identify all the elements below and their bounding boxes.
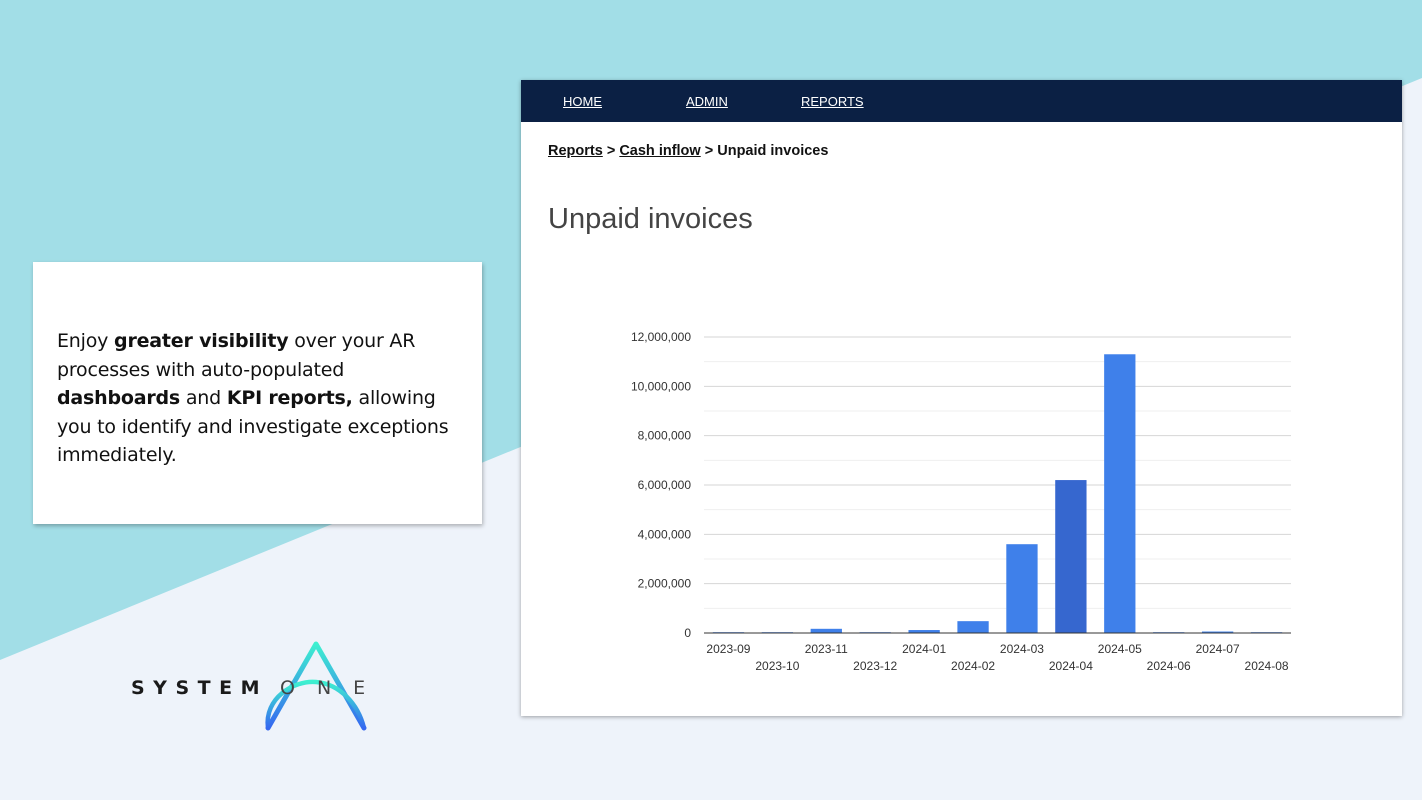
y-tick-label: 2,000,000 [638,577,692,591]
logo-a-mark-icon [265,641,367,731]
bar-2023-11[interactable] [810,628,842,633]
x-tick-label: 2024-08 [1245,659,1289,673]
x-tick-label: 2024-04 [1049,659,1093,673]
nav-reports-link[interactable]: REPORTS [801,94,864,109]
x-tick-label: 2023-12 [853,659,897,673]
breadcrumb: Reports > Cash inflow > Unpaid invoices [548,143,828,159]
promo-card: Enjoy greater visibility over your AR pr… [33,262,482,524]
y-tick-label: 6,000,000 [638,478,692,492]
system-one-logo: SYSTEM ONE [120,632,380,742]
promo-highlight-kpi-reports: KPI reports, [226,387,353,409]
y-tick-label: 4,000,000 [638,527,692,541]
x-tick-label: 2024-01 [902,642,946,656]
promo-text: Enjoy greater visibility over your AR pr… [57,327,462,470]
promo-highlight-dashboards: dashboards [57,387,181,409]
x-tick-label: 2024-07 [1196,642,1240,656]
bar-2024-04[interactable] [1055,480,1087,633]
y-tick-label: 8,000,000 [638,429,692,443]
logo-word-one: ONE [279,677,388,699]
x-tick-label: 2024-06 [1147,659,1191,673]
x-tick-label: 2024-03 [1000,642,1044,656]
promo-text-part: Enjoy [57,330,115,352]
nav-home-link[interactable]: HOME [563,94,602,109]
x-tick-label: 2023-11 [805,642,848,656]
promo-text-part: and [180,387,227,409]
breadcrumb-separator: > [602,143,620,159]
promo-highlight-visibility: greater visibility [114,330,289,352]
breadcrumb-separator: > [700,143,718,159]
y-tick-label: 12,000,000 [631,330,691,344]
bar-2024-07[interactable] [1201,631,1234,633]
top-nav-bar: HOME ADMIN REPORTS [521,80,1402,122]
breadcrumb-reports-link[interactable]: Reports [548,143,603,159]
nav-admin-link[interactable]: ADMIN [686,94,728,109]
bar-2024-05[interactable] [1104,354,1136,633]
x-tick-label: 2023-10 [755,659,799,673]
bar-2024-02[interactable] [957,621,989,633]
y-tick-label: 0 [684,626,691,640]
unpaid-invoices-bar-chart: 0 2,000,000 4,000,000 6,000,000 8,000,000 10,… [631,330,1291,673]
logo-word-system: SYSTEM [131,677,268,699]
y-tick-label: 10,000,000 [631,379,691,393]
bar-2024-01[interactable] [908,630,940,633]
breadcrumb-current: Unpaid invoices [717,143,829,159]
promo-text-part: allowing you to identify and investigate… [57,387,449,466]
breadcrumb-cash-inflow-link[interactable]: Cash inflow [619,143,701,159]
x-tick-label: 2023-09 [706,642,750,656]
bar-2024-03[interactable] [1006,544,1038,633]
promo-text-part: over your AR processes with auto-populat… [57,330,416,381]
app-screenshot-window: HOME ADMIN REPORTS Reports > Cash inflow… [521,80,1402,716]
page-title: Unpaid invoices [548,203,753,235]
logo-wordmark: SYSTEM ONE [131,677,387,699]
x-tick-label: 2024-05 [1098,642,1142,656]
x-tick-label: 2024-02 [951,659,995,673]
